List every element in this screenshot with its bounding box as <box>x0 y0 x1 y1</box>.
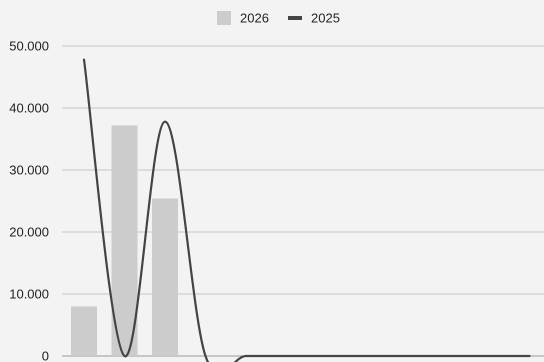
y-tick-label: 10.000 <box>9 287 49 302</box>
y-tick-label: 30.000 <box>9 163 49 178</box>
legend-label-2026: 2026 <box>240 11 269 26</box>
bar-2026-2 <box>111 125 138 356</box>
bar-series-2026 <box>71 125 178 356</box>
bar-2026-1 <box>71 306 97 356</box>
legend-swatch-2026 <box>217 11 231 25</box>
legend-item-2025[interactable]: 2025 <box>288 11 340 26</box>
line-series-2025 <box>82 58 531 362</box>
y-tick-label: 0 <box>42 349 49 362</box>
y-tick-label: 40.000 <box>9 101 49 116</box>
y-axis-tick-labels: 0 10.000 20.000 30.000 40.000 50.000 <box>9 39 49 362</box>
legend-swatch-2025 <box>288 16 302 20</box>
y-tick-label: 50.000 <box>9 39 49 54</box>
legend-label-2025: 2025 <box>311 11 340 26</box>
bar-2026-3 <box>152 198 178 356</box>
line-2025 <box>82 58 531 362</box>
y-tick-label: 20.000 <box>9 225 49 240</box>
legend-item-2026[interactable]: 2026 <box>217 11 269 26</box>
legend[interactable]: 2026 2025 <box>217 11 340 26</box>
